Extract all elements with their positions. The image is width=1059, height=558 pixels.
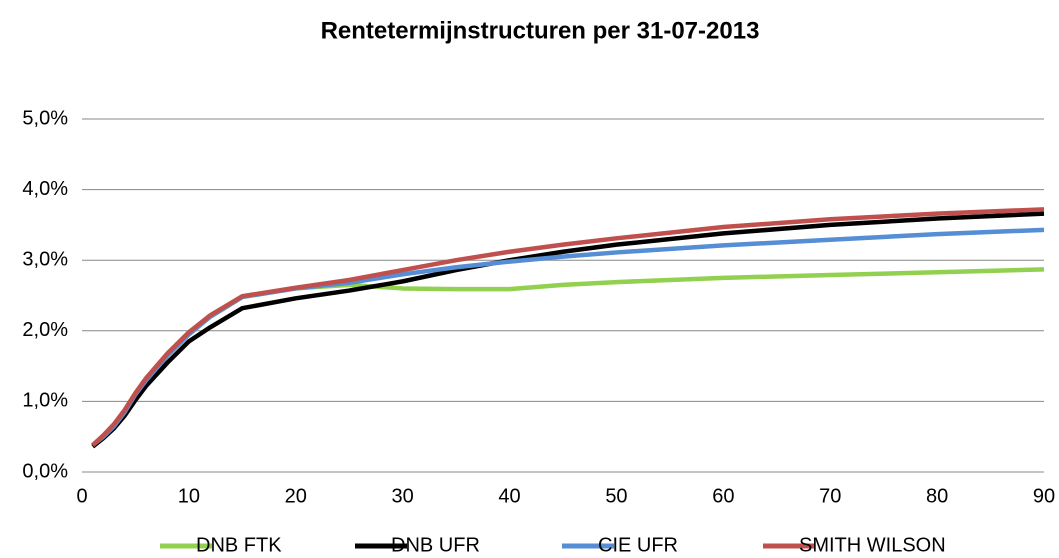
x-tick-label: 20 <box>285 485 307 507</box>
series-line <box>91 267 1045 447</box>
chart-title: Rentetermijnstructuren per 31-07-2013 <box>321 17 760 44</box>
y-tick-label: 5,0% <box>22 107 68 129</box>
series-line <box>91 207 1045 447</box>
y-tick-label: 1,0% <box>22 390 68 412</box>
legend-label: DNB UFR <box>391 534 480 556</box>
x-tick-label: 30 <box>392 485 414 507</box>
x-tick-label: 10 <box>178 485 200 507</box>
x-tick-label: 40 <box>498 485 520 507</box>
x-tick-label: 60 <box>712 485 734 507</box>
y-tick-label: 0,0% <box>22 460 68 482</box>
x-tick-label: 50 <box>605 485 627 507</box>
x-tick-label: 0 <box>76 485 87 507</box>
legend-label: CIE UFR <box>598 534 678 556</box>
x-tick-label: 70 <box>819 485 841 507</box>
legend-label: DNB FTK <box>196 534 282 556</box>
y-tick-label: 4,0% <box>22 178 68 200</box>
x-tick-label: 90 <box>1033 485 1055 507</box>
y-tick-label: 3,0% <box>22 248 68 270</box>
series-line <box>91 227 1045 447</box>
legend-label: SMITH WILSON <box>799 534 946 556</box>
x-tick-label: 80 <box>926 485 948 507</box>
series-line <box>91 211 1045 449</box>
y-tick-label: 2,0% <box>22 319 68 341</box>
